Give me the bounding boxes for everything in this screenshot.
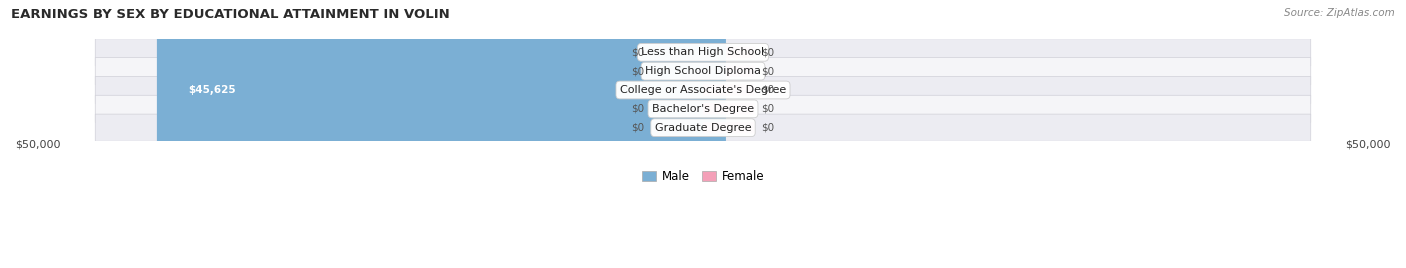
FancyBboxPatch shape bbox=[96, 95, 1310, 122]
Text: College or Associate's Degree: College or Associate's Degree bbox=[620, 85, 786, 95]
Text: $0: $0 bbox=[631, 104, 644, 114]
Text: $50,000: $50,000 bbox=[15, 140, 60, 150]
FancyBboxPatch shape bbox=[651, 65, 703, 77]
FancyBboxPatch shape bbox=[651, 47, 703, 58]
Text: $0: $0 bbox=[631, 123, 644, 133]
FancyBboxPatch shape bbox=[703, 122, 755, 133]
Text: Graduate Degree: Graduate Degree bbox=[655, 123, 751, 133]
Text: $0: $0 bbox=[631, 66, 644, 76]
Text: High School Diploma: High School Diploma bbox=[645, 66, 761, 76]
FancyBboxPatch shape bbox=[703, 103, 755, 115]
FancyBboxPatch shape bbox=[96, 58, 1310, 85]
FancyBboxPatch shape bbox=[157, 0, 725, 268]
Text: $50,000: $50,000 bbox=[1346, 140, 1391, 150]
Text: Less than High School: Less than High School bbox=[641, 47, 765, 57]
Text: $0: $0 bbox=[762, 104, 775, 114]
FancyBboxPatch shape bbox=[703, 84, 755, 96]
Text: EARNINGS BY SEX BY EDUCATIONAL ATTAINMENT IN VOLIN: EARNINGS BY SEX BY EDUCATIONAL ATTAINMEN… bbox=[11, 8, 450, 21]
Text: $45,625: $45,625 bbox=[188, 85, 236, 95]
Text: $0: $0 bbox=[762, 66, 775, 76]
Text: Bachelor's Degree: Bachelor's Degree bbox=[652, 104, 754, 114]
FancyBboxPatch shape bbox=[96, 39, 1310, 66]
Text: $0: $0 bbox=[762, 123, 775, 133]
FancyBboxPatch shape bbox=[651, 103, 703, 115]
FancyBboxPatch shape bbox=[96, 114, 1310, 141]
FancyBboxPatch shape bbox=[96, 76, 1310, 103]
FancyBboxPatch shape bbox=[651, 122, 703, 133]
Text: $0: $0 bbox=[762, 47, 775, 57]
Text: Source: ZipAtlas.com: Source: ZipAtlas.com bbox=[1284, 8, 1395, 18]
FancyBboxPatch shape bbox=[703, 65, 755, 77]
FancyBboxPatch shape bbox=[703, 47, 755, 58]
Legend: Male, Female: Male, Female bbox=[637, 165, 769, 188]
Text: $0: $0 bbox=[631, 47, 644, 57]
Text: $0: $0 bbox=[762, 85, 775, 95]
